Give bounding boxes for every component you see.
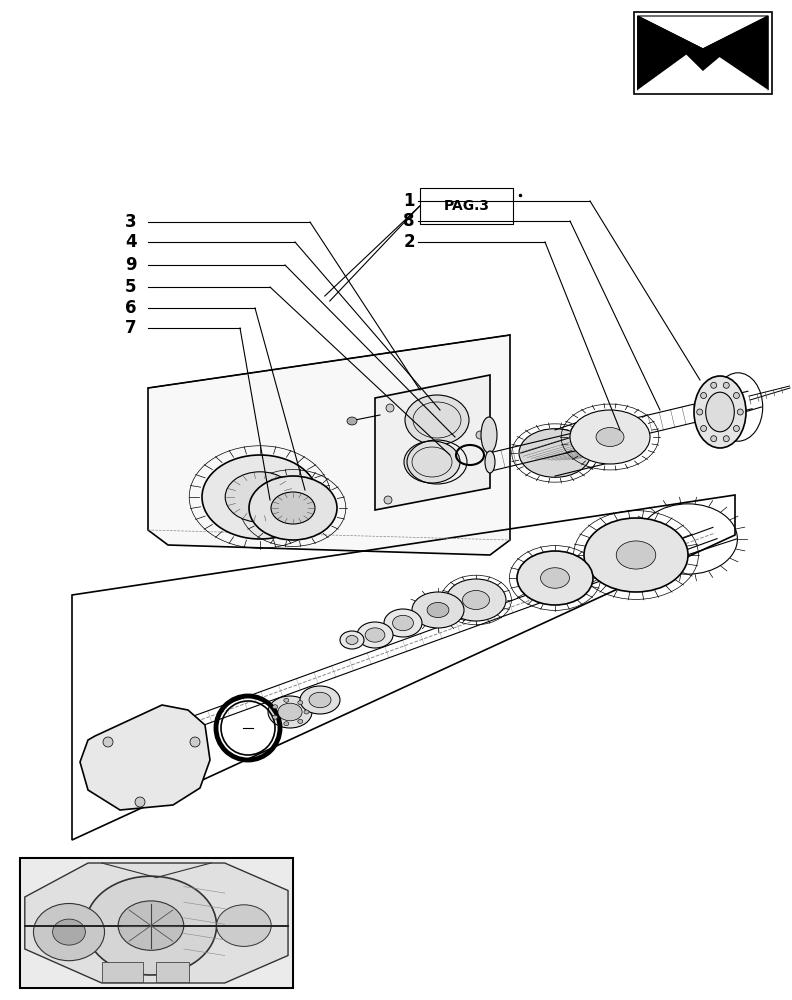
Ellipse shape [300,686,340,714]
Bar [20,858,293,988]
Text: 9: 9 [125,256,137,274]
Ellipse shape [517,551,593,605]
Ellipse shape [346,636,358,645]
Ellipse shape [404,441,460,483]
Text: 5: 5 [125,278,136,296]
Ellipse shape [249,476,337,540]
Ellipse shape [190,737,200,747]
Ellipse shape [384,609,422,637]
Ellipse shape [135,797,145,807]
Ellipse shape [616,541,656,569]
Text: 4: 4 [125,233,137,251]
Ellipse shape [304,710,309,714]
Ellipse shape [216,905,271,946]
Text: 8: 8 [403,212,415,230]
Bar [22,860,291,986]
Ellipse shape [340,631,364,649]
Ellipse shape [570,410,650,464]
Text: 3: 3 [125,213,137,231]
Ellipse shape [272,715,278,719]
Ellipse shape [723,436,729,442]
Ellipse shape [412,592,464,628]
Ellipse shape [723,382,729,388]
Ellipse shape [386,404,394,412]
Text: PAG.3: PAG.3 [444,199,489,213]
Ellipse shape [298,719,303,723]
Ellipse shape [463,591,489,609]
Ellipse shape [701,392,706,398]
Polygon shape [148,335,510,555]
Ellipse shape [118,901,184,950]
Ellipse shape [541,568,569,588]
Polygon shape [25,863,288,983]
Ellipse shape [202,455,318,539]
Ellipse shape [268,696,312,728]
Ellipse shape [103,737,113,747]
Ellipse shape [272,705,278,709]
Ellipse shape [413,402,461,438]
Bar [634,12,772,94]
Polygon shape [80,705,210,810]
Ellipse shape [737,409,743,415]
Ellipse shape [284,698,289,702]
Ellipse shape [697,409,703,415]
Text: 6: 6 [125,299,136,317]
Ellipse shape [52,919,86,945]
Ellipse shape [298,701,303,705]
Ellipse shape [365,628,385,642]
Ellipse shape [225,472,295,522]
Ellipse shape [393,615,413,631]
Ellipse shape [86,876,216,975]
Ellipse shape [694,376,746,448]
Ellipse shape [485,451,495,473]
Ellipse shape [733,392,740,398]
Ellipse shape [446,579,506,621]
Ellipse shape [384,496,392,504]
Text: 2: 2 [403,233,415,251]
Ellipse shape [33,904,105,961]
Text: 1: 1 [403,192,415,210]
Text: 7: 7 [125,319,137,337]
Ellipse shape [271,492,315,524]
Ellipse shape [596,428,624,446]
Ellipse shape [519,429,591,477]
Polygon shape [638,16,768,49]
Ellipse shape [710,382,717,388]
Polygon shape [638,55,768,90]
Polygon shape [375,375,490,510]
Bar [156,962,189,982]
Ellipse shape [584,518,688,592]
Polygon shape [638,16,768,90]
Ellipse shape [357,622,393,648]
Ellipse shape [405,395,469,445]
Ellipse shape [476,431,484,439]
Ellipse shape [278,703,302,721]
Ellipse shape [347,417,357,425]
Ellipse shape [309,692,331,708]
Bar [420,188,513,224]
Bar [101,962,143,982]
Ellipse shape [427,602,449,618]
Ellipse shape [706,392,734,432]
Ellipse shape [701,426,706,432]
Ellipse shape [710,436,717,442]
Ellipse shape [481,417,497,453]
Ellipse shape [412,447,452,477]
Ellipse shape [733,426,740,432]
Ellipse shape [284,722,289,726]
